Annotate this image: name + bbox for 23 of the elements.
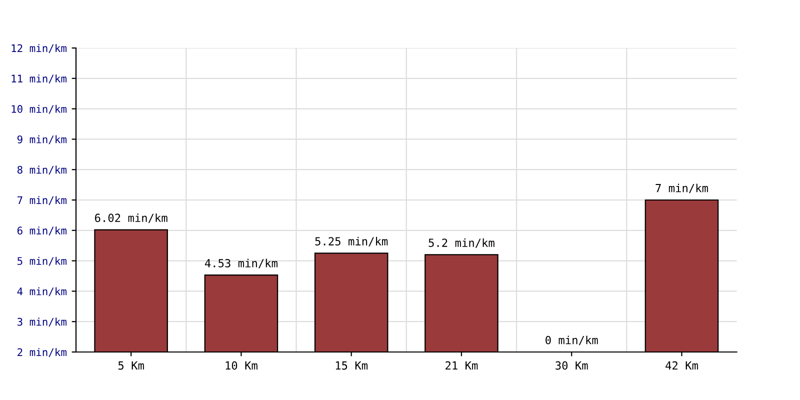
y-tick-label: 12 min/km — [12, 44, 66, 53]
data-label: 7 min/km — [656, 184, 708, 194]
data-label: 6.02 min/km — [95, 213, 168, 223]
y-tick-label: 3 min/km — [18, 318, 66, 327]
y-tick-label: 5 min/km — [18, 256, 66, 266]
y-tick-label: 10 min/km — [12, 104, 66, 114]
x-tick-label: 42 Km — [666, 361, 698, 370]
x-tick-label: 5 Km — [118, 361, 144, 370]
x-tick-label: 21 Km — [446, 361, 478, 370]
data-label: 4.53 min/km — [204, 258, 278, 268]
y-tick-label: 4 min/km — [17, 287, 66, 296]
x-tick-label: 10 Km — [226, 361, 258, 370]
data-label: 5.25 min/km — [315, 236, 388, 246]
y-tick-label: 2 min/km — [18, 348, 66, 357]
text: 0 min/km — [546, 336, 598, 346]
y-tick-label: 8 min/km — [17, 166, 66, 175]
data-label: 5.2 min/km — [428, 238, 494, 248]
y-tick-label: 11 min/km — [12, 74, 66, 84]
y-tick-label: 9 min/km — [17, 135, 66, 144]
x-tick-label: 30 Km — [556, 361, 588, 370]
y-tick-label: 6 min/km — [17, 226, 66, 236]
y-tick-label: 7 min/km — [18, 196, 66, 205]
x-tick-label: 15 Km — [336, 361, 368, 370]
